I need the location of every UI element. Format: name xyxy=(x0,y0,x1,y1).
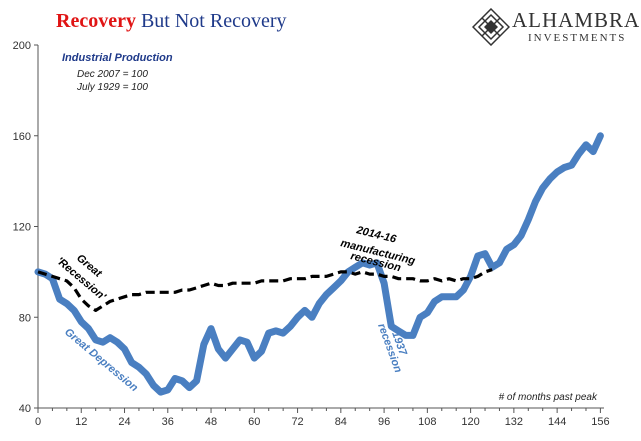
y-tick-label: 200 xyxy=(13,40,31,52)
alhambra-logo: ALHAMBRA INVESTMENTS xyxy=(470,6,640,50)
x-tick-label: 144 xyxy=(548,416,566,428)
logo-name: ALHAMBRA xyxy=(512,8,641,32)
axes: 40 80 120 160 200 0 12 24 36 48 60 72 84 96 108 120 132 1… xyxy=(13,40,610,428)
x-tick-label: 72 xyxy=(291,416,303,428)
x-tick-label: 156 xyxy=(591,416,609,428)
alhambra-diamond-icon xyxy=(472,8,510,46)
x-tick-label: 96 xyxy=(378,416,390,428)
legend-entry: Dec 2007 = 100 xyxy=(77,69,148,80)
x-tick-label: 12 xyxy=(75,416,87,428)
y-tick-label: 160 xyxy=(13,131,31,143)
chart-title: Recovery But Not Recovery xyxy=(56,9,286,33)
series-layer xyxy=(34,132,604,396)
y-tick-label: 40 xyxy=(19,403,31,415)
annotations-layer: Great'Recession'Great Depression2014-16m… xyxy=(54,224,417,394)
legend-title: Industrial Production xyxy=(62,52,173,64)
y-tick-label: 120 xyxy=(13,222,31,234)
x-tick-label: 120 xyxy=(461,416,479,428)
chart-title-blue: But Not Recovery xyxy=(135,10,287,32)
legend-entry: July 1929 = 100 xyxy=(76,82,148,93)
chart-title-red: Recovery xyxy=(56,10,136,32)
x-tick-label: 108 xyxy=(418,416,436,428)
logo-subtitle: INVESTMENTS xyxy=(528,32,627,44)
x-tick-label: 24 xyxy=(118,416,130,428)
x-tick-label: 48 xyxy=(205,416,217,428)
x-tick-label: 60 xyxy=(248,416,260,428)
great-depression-line xyxy=(34,132,604,396)
x-tick-label: 84 xyxy=(335,416,347,428)
x-tick-label: 132 xyxy=(505,416,523,428)
y-tick-label: 80 xyxy=(19,312,31,324)
great-recession-line xyxy=(37,268,493,312)
x-tick-label: 0 xyxy=(35,416,41,428)
x-tick-label: 36 xyxy=(162,416,174,428)
x-axis-label: # of months past peak xyxy=(499,392,598,403)
